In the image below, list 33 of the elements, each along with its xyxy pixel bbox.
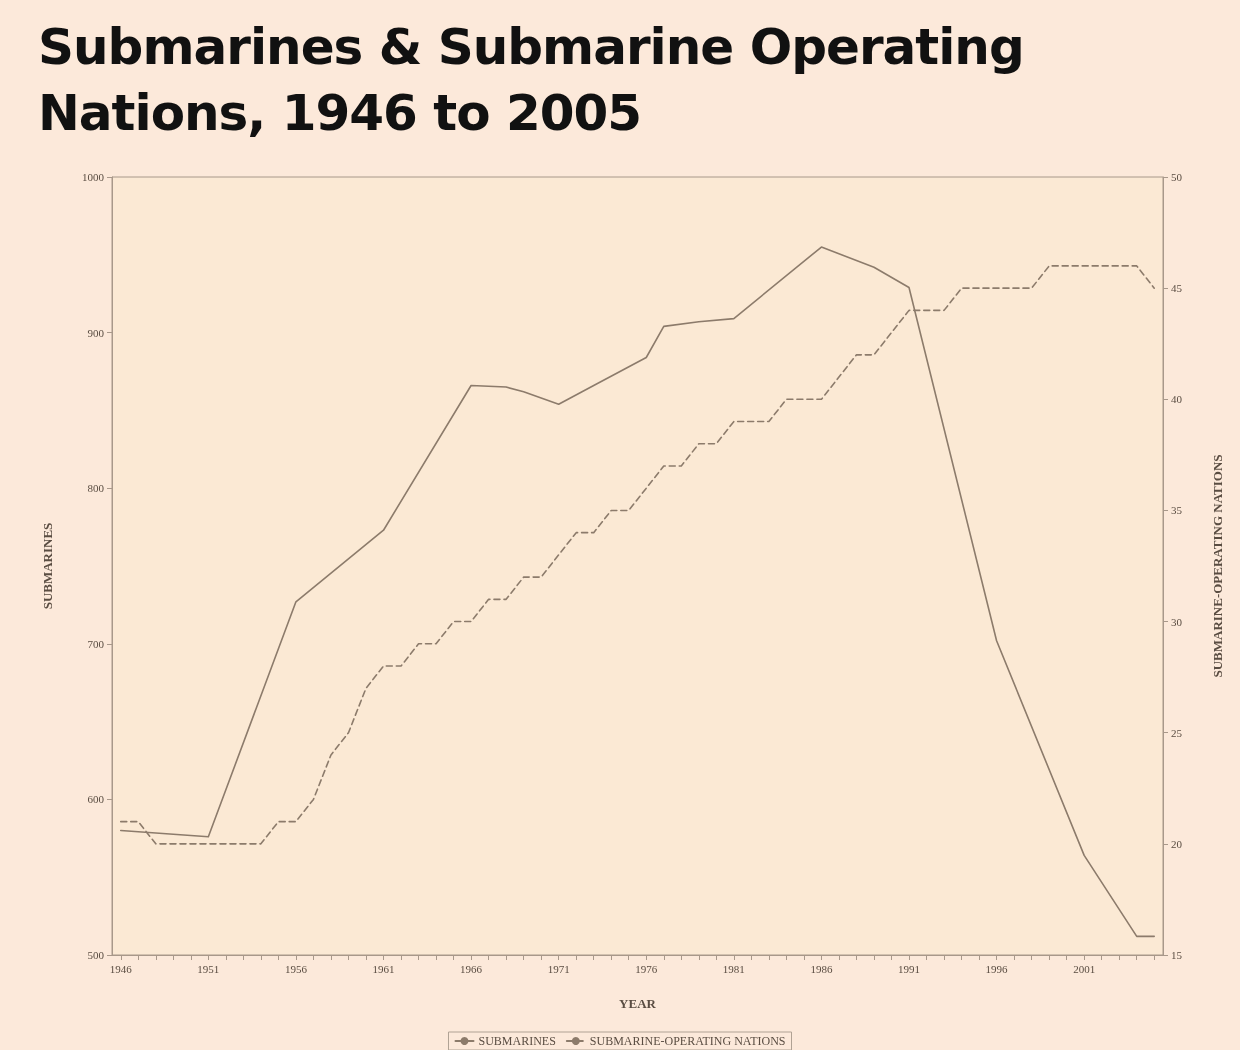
x-tick-label: 1981 <box>722 962 745 975</box>
y-tick-label: 500 <box>87 949 105 961</box>
legend-label: SUBMARINE-OPERATING NATIONS <box>589 1034 786 1048</box>
y-tick-label: 600 <box>87 793 105 806</box>
line-series <box>119 246 1156 938</box>
y2-tick-label: 30 <box>1171 615 1183 628</box>
y-axis-title: SUBMARINES <box>40 522 55 610</box>
y2-tick-label: 45 <box>1171 282 1183 295</box>
y-tick-label: 1000 <box>82 171 105 183</box>
x-tick-label: 1966 <box>460 962 483 975</box>
x-tick-label: 1956 <box>284 962 308 975</box>
chart-title: Submarines & Submarine Operating Nations, 1946 to 2005 <box>38 17 1025 144</box>
y2-tick-label: 25 <box>1171 726 1183 739</box>
y-tick-label: 900 <box>87 326 105 339</box>
legend-label: SUBMARINES <box>478 1034 556 1048</box>
y2-tick-label: 35 <box>1171 504 1183 517</box>
y2-axis-title: SUBMARINE-OPERATING NATIONS <box>1210 454 1225 678</box>
y-tick-label: 800 <box>87 482 105 495</box>
y2-tick-label: 15 <box>1171 949 1183 961</box>
y2-tick-label: 20 <box>1171 837 1183 850</box>
x-tick-label: 1951 <box>197 962 220 975</box>
x-tick-label: 1986 <box>810 962 833 975</box>
x-tick-label: 1991 <box>898 962 921 975</box>
x-tick-label: 1971 <box>547 962 570 975</box>
x-tick-label: 1976 <box>635 962 658 975</box>
x-tick-label: 1946 <box>109 962 133 975</box>
x-axis-title: YEAR <box>619 996 657 1011</box>
x-tick-label: 1996 <box>985 962 1009 975</box>
y-tick-label: 700 <box>87 637 105 650</box>
y2-tick-label: 40 <box>1171 393 1183 406</box>
x-tick-label: 1961 <box>372 962 395 975</box>
y2-tick-label: 50 <box>1171 171 1183 183</box>
x-tick-label: 2001 <box>1073 962 1096 975</box>
